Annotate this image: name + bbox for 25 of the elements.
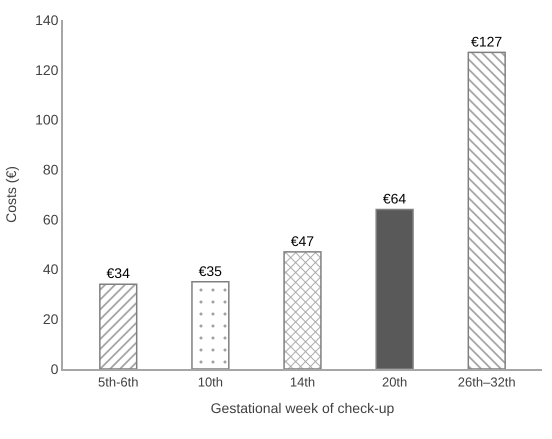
bar: [283, 251, 322, 369]
data-label: €34: [106, 265, 130, 282]
x-tick-label: 14th: [290, 374, 316, 390]
y-tick-label: 120: [35, 62, 59, 78]
y-axis-title: Costs (€): [3, 166, 20, 223]
data-label: €35: [198, 262, 222, 279]
y-tick-label: 140: [35, 12, 59, 28]
data-label: €47: [290, 232, 314, 249]
y-tick-label: 0: [50, 360, 59, 377]
y-tick-label: 40: [42, 261, 59, 278]
y-tick-label: 100: [35, 112, 59, 128]
bar: [375, 208, 414, 369]
x-tick-label: 10th: [198, 374, 224, 390]
data-label: €64: [382, 190, 406, 206]
y-tick-label: 80: [42, 161, 59, 178]
y-tick-label: 20: [42, 311, 59, 328]
bar: [468, 52, 506, 369]
bar: [99, 283, 138, 369]
x-tick-label: 26th–32th: [458, 374, 516, 390]
data-label: €127: [471, 33, 502, 50]
x-tick-label: 5th-6th: [98, 374, 139, 390]
y-tick-label: 60: [42, 211, 59, 228]
x-axis-title: Gestational week of check-up: [210, 400, 395, 416]
bar: [191, 281, 230, 369]
x-tick-label: 20th: [382, 374, 408, 390]
